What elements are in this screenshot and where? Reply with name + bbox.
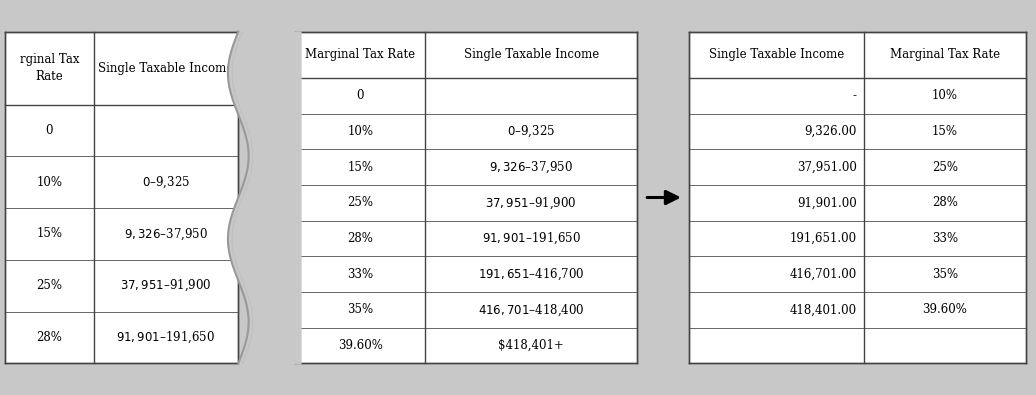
Text: 28%: 28%: [36, 331, 62, 344]
Bar: [5, 32, 238, 105]
Text: $418,401+: $418,401+: [498, 339, 564, 352]
Text: 0: 0: [356, 89, 364, 102]
Text: 10%: 10%: [347, 125, 373, 138]
Bar: [295, 32, 637, 78]
Text: 37,951.00: 37,951.00: [797, 161, 857, 174]
Text: $37,951 – $91,900: $37,951 – $91,900: [485, 195, 577, 211]
Text: 25%: 25%: [931, 161, 958, 174]
Text: $191,651 – $416,700: $191,651 – $416,700: [478, 267, 584, 282]
Text: 91,901.00: 91,901.00: [797, 196, 857, 209]
Text: Single Taxable Income: Single Taxable Income: [98, 62, 234, 75]
Text: $0 – $9,325: $0 – $9,325: [142, 175, 190, 190]
Text: 191,651.00: 191,651.00: [789, 232, 857, 245]
Text: 28%: 28%: [347, 232, 373, 245]
Text: 0: 0: [46, 124, 53, 137]
Text: 15%: 15%: [36, 228, 62, 241]
Text: Marginal Tax Rate: Marginal Tax Rate: [890, 48, 1000, 61]
Text: 10%: 10%: [931, 89, 958, 102]
Text: $91,901 – $191,650: $91,901 – $191,650: [116, 330, 215, 345]
Text: $9,326 – $37,950: $9,326 – $37,950: [124, 226, 208, 242]
Bar: [5, 32, 238, 363]
Text: 25%: 25%: [36, 279, 62, 292]
Text: Single Taxable Income: Single Taxable Income: [709, 48, 844, 61]
Text: 9,326.00: 9,326.00: [804, 125, 857, 138]
Bar: [689, 32, 1026, 363]
Text: 25%: 25%: [347, 196, 373, 209]
Text: 39.60%: 39.60%: [922, 303, 968, 316]
Text: $0 – $9,325: $0 – $9,325: [507, 124, 555, 139]
Text: $9,326 – $37,950: $9,326 – $37,950: [489, 160, 573, 175]
Text: 33%: 33%: [347, 268, 373, 281]
Text: Single Taxable Income: Single Taxable Income: [463, 48, 599, 61]
Bar: [295, 32, 637, 363]
Text: 35%: 35%: [931, 268, 958, 281]
Text: 35%: 35%: [347, 303, 373, 316]
Text: 39.60%: 39.60%: [338, 339, 382, 352]
Text: Marginal Tax Rate: Marginal Tax Rate: [306, 48, 415, 61]
Text: $91,901 – $191,650: $91,901 – $191,650: [482, 231, 581, 246]
Text: $416,701 – $418,400: $416,701 – $418,400: [478, 302, 584, 318]
Text: 15%: 15%: [931, 125, 958, 138]
Text: 416,701.00: 416,701.00: [789, 268, 857, 281]
Text: $37,951 – $91,900: $37,951 – $91,900: [120, 278, 211, 293]
Bar: [689, 32, 1026, 78]
Text: 10%: 10%: [36, 176, 62, 189]
Text: 418,401.00: 418,401.00: [789, 303, 857, 316]
Text: -: -: [853, 89, 857, 102]
Text: 15%: 15%: [347, 161, 373, 174]
Text: rginal Tax
Rate: rginal Tax Rate: [20, 53, 79, 83]
Text: 28%: 28%: [932, 196, 957, 209]
Text: 33%: 33%: [931, 232, 958, 245]
